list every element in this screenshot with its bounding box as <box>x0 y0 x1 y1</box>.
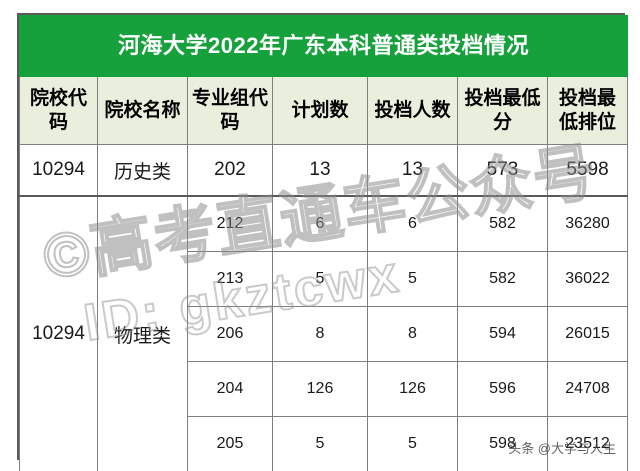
column-header-min-rank: 投档最低排位 <box>546 76 629 145</box>
cell-major-group-code: 212 <box>187 195 273 252</box>
cell-min-score: 573 <box>457 144 548 197</box>
cell-plan-count: 8 <box>272 306 368 362</box>
cell-min-rank: 36280 <box>546 195 629 252</box>
cell-min-score: 596 <box>457 361 548 417</box>
table-title-cell: 河海大学2022年广东本科普通类投档情况 <box>18 15 629 77</box>
cell-min-score: 594 <box>457 306 548 362</box>
cell-min-rank: 26015 <box>546 306 629 362</box>
cell-plan-count: 13 <box>272 144 368 197</box>
column-header-admitted-count: 投档人数 <box>367 76 458 145</box>
table-row: 204 126 126 596 24708 <box>20 361 629 417</box>
table-row: 10294 物理类 212 6 6 582 36280 <box>19 195 629 471</box>
cell-admitted-count: 126 <box>367 361 458 417</box>
column-header-school-code: 院校代码 <box>19 76 98 145</box>
cell-major-group-code: 204 <box>187 361 273 417</box>
cell-min-score: 582 <box>457 195 548 252</box>
table-row: 213 5 5 582 36022 <box>20 251 629 307</box>
cell-min-rank: 24708 <box>546 361 629 417</box>
table-header-row: 院校代码 院校名称 专业组代码 计划数 投档人数 投档最低分 <box>19 76 629 145</box>
cell-school-code: 10294 <box>19 144 98 197</box>
cell-school-name: 历史类 <box>97 144 188 197</box>
cell-school-code-merged: 10294 <box>19 195 98 471</box>
table-row: 206 8 8 594 26015 <box>20 306 629 362</box>
cell-admitted-count: 13 <box>367 144 458 197</box>
cell-major-group-code: 213 <box>187 251 273 307</box>
admissions-table-container: 河海大学2022年广东本科普通类投档情况 院校代码 院校名称 专业组代码 <box>17 13 629 471</box>
cell-admitted-count: 8 <box>367 306 458 362</box>
cell-plan-count: 126 <box>272 361 368 417</box>
cell-major-group-code: 205 <box>187 416 273 471</box>
cell-min-rank: 5598 <box>546 144 629 197</box>
column-header-school-name: 院校名称 <box>97 76 188 145</box>
cell-major-group-code: 202 <box>187 144 273 197</box>
column-header-min-score: 投档最低分 <box>457 76 548 145</box>
table-row: 205 5 5 598 23512 <box>20 416 629 471</box>
cell-plan-count: 5 <box>272 416 368 471</box>
admissions-table: 河海大学2022年广东本科普通类投档情况 院校代码 院校名称 专业组代码 <box>18 15 629 471</box>
cell-school-name-merged: 物理类 <box>97 195 188 471</box>
cell-min-score: 582 <box>457 251 548 307</box>
table-title-row: 河海大学2022年广东本科普通类投档情况 <box>18 15 629 77</box>
cell-admitted-count: 6 <box>367 195 458 252</box>
cell-min-score: 598 <box>457 416 548 471</box>
cell-admitted-count: 5 <box>367 416 458 471</box>
cell-admitted-count: 5 <box>367 251 458 307</box>
cell-plan-count: 6 <box>272 195 368 252</box>
column-header-plan-count: 计划数 <box>272 76 368 145</box>
cell-min-rank: 23512 <box>546 416 629 471</box>
cell-min-rank: 36022 <box>546 251 629 307</box>
table-row: 10294 历史类 202 13 13 573 5598 <box>19 144 629 197</box>
column-header-major-group-code: 专业组代码 <box>187 76 273 145</box>
page-title: 河海大学2022年广东本科普通类投档情况 <box>118 33 529 58</box>
cell-plan-count: 5 <box>272 251 368 307</box>
cell-major-group-code: 206 <box>187 306 273 362</box>
